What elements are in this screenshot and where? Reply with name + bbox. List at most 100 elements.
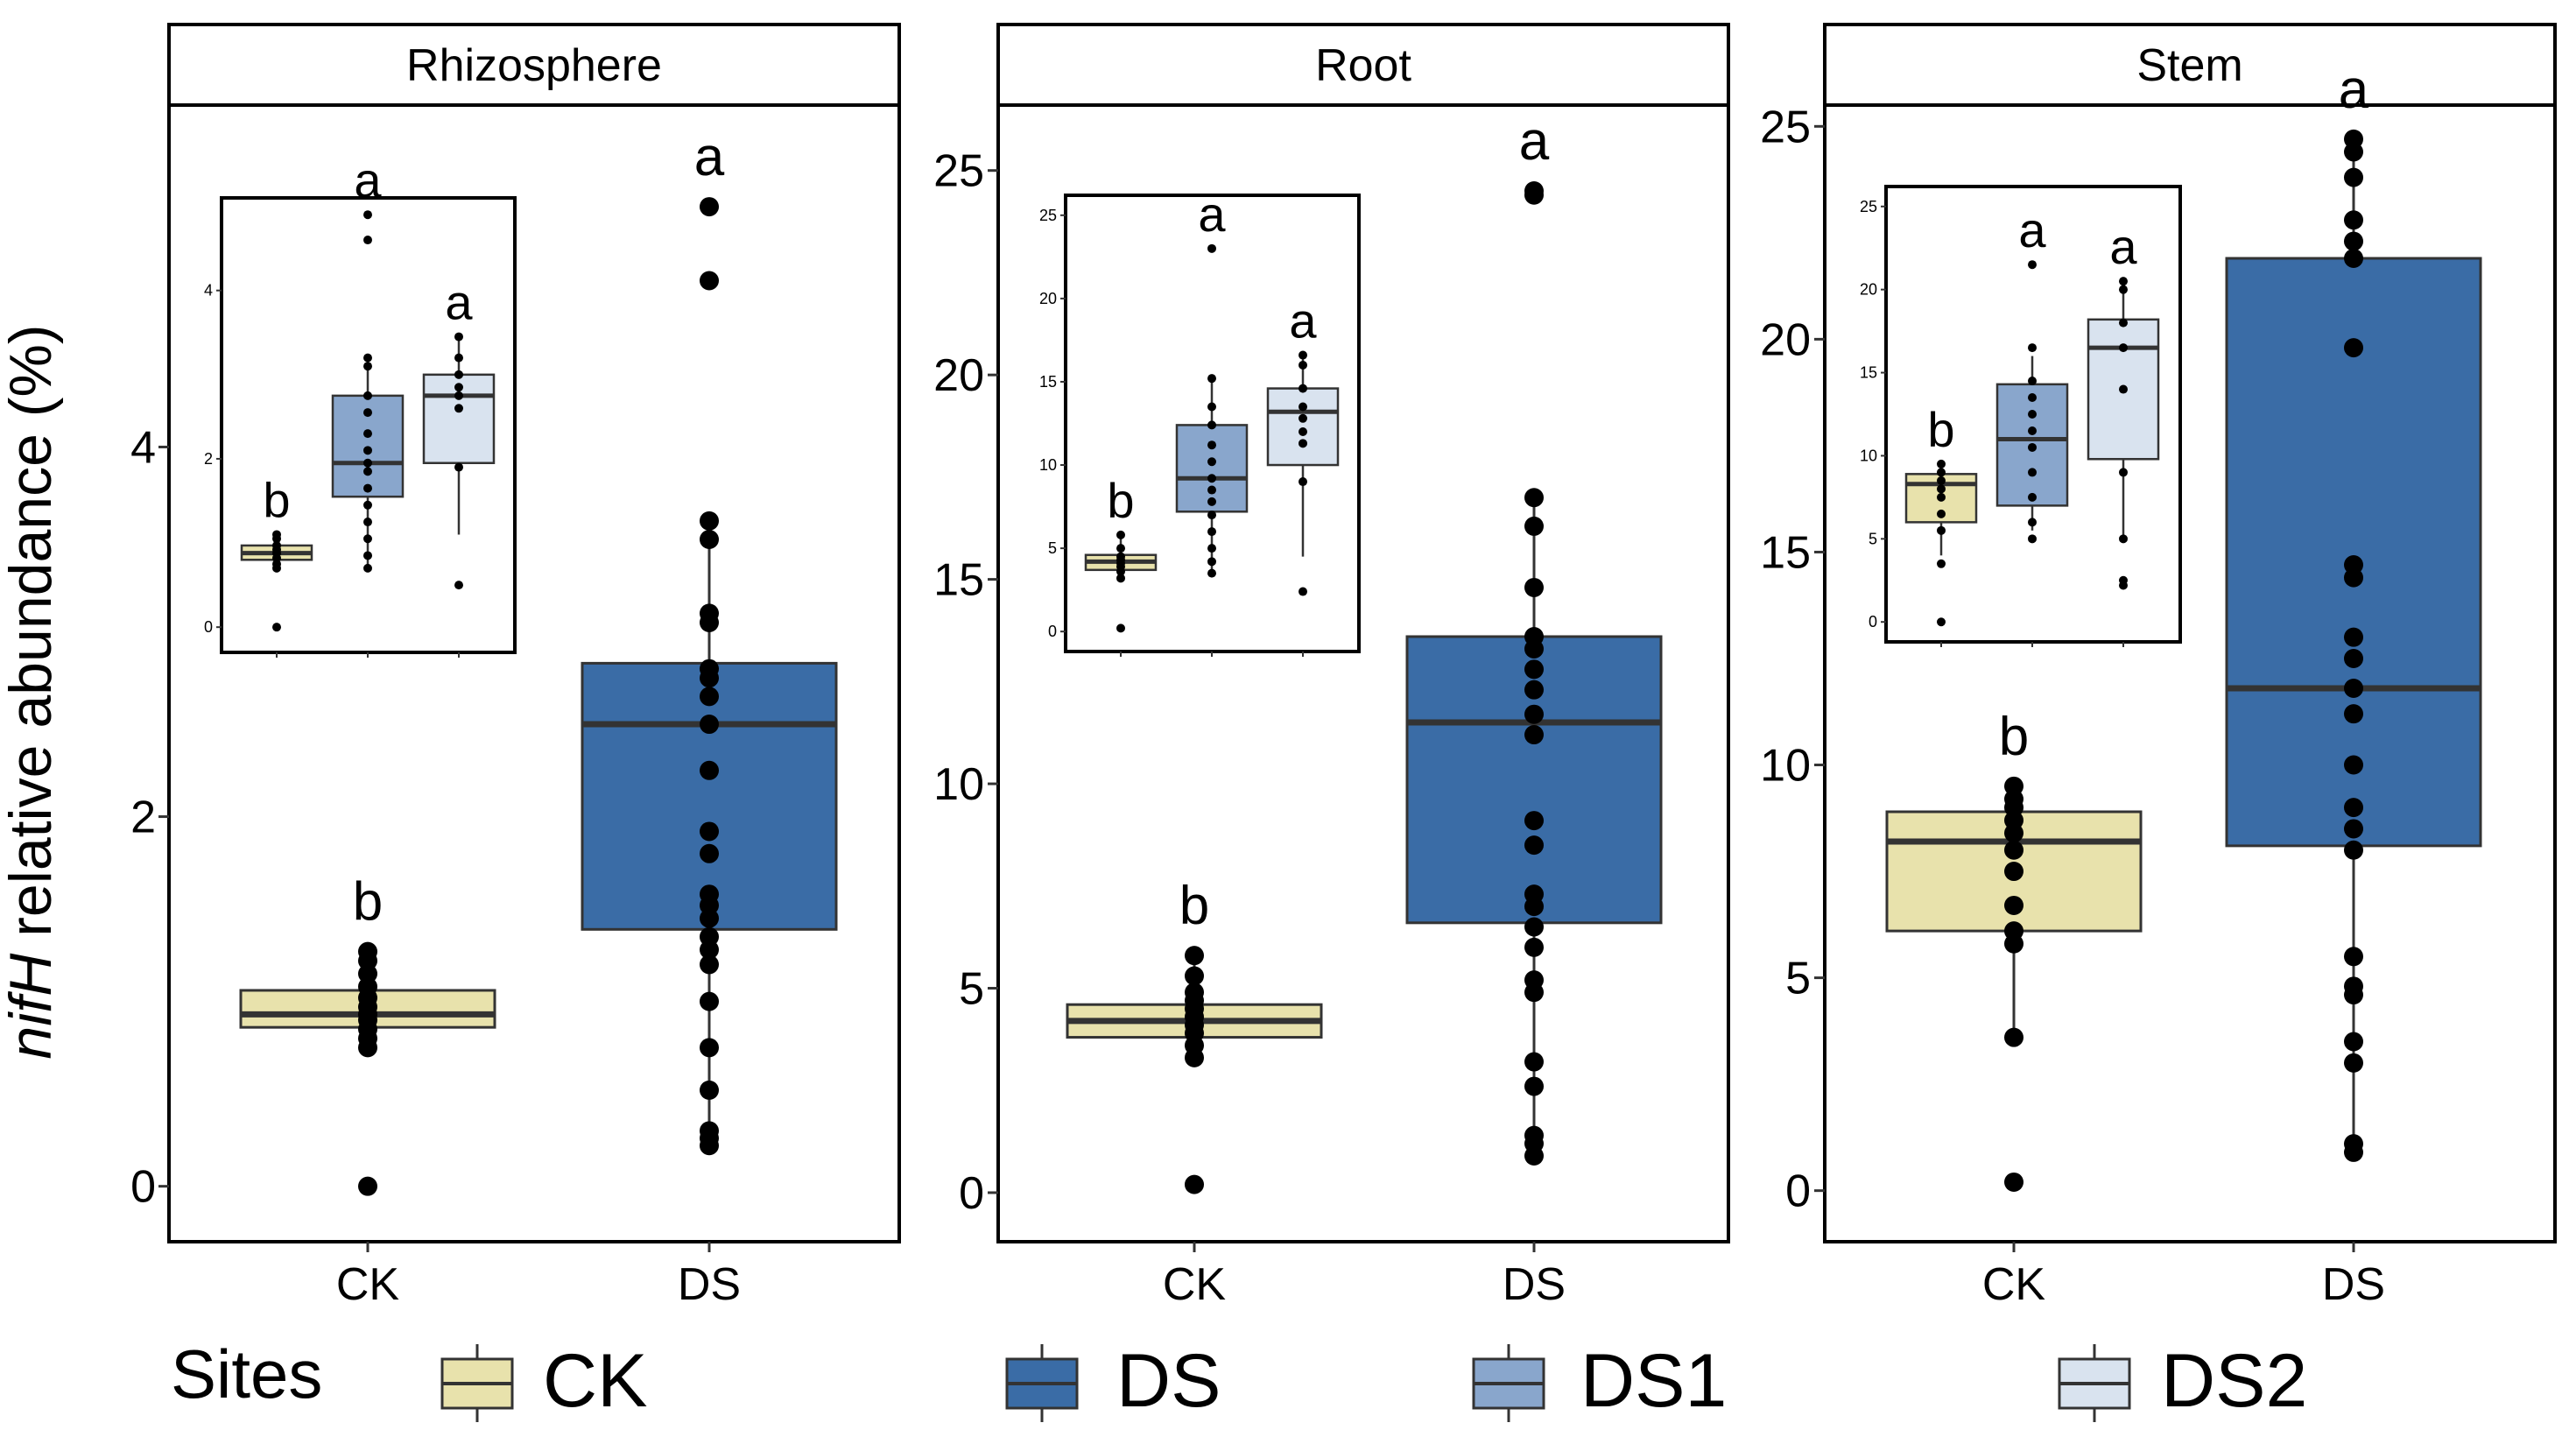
main-point-ds: [1524, 577, 1544, 597]
inset-point-ds1: [1207, 474, 1216, 483]
main-point-ds: [2344, 947, 2363, 967]
inset-point-ds1: [363, 446, 372, 455]
y-tick-label: 0: [959, 1168, 984, 1219]
inset-y-tick-label: 25: [1860, 198, 1877, 215]
inset-letter-ds2: a: [2109, 219, 2137, 274]
main-point-ck: [1185, 966, 1204, 986]
panel-rhizosphere: Rhizosphere 0 2 4 CK DS b a 0 2 4 b a a: [130, 23, 901, 1310]
inset-point-ds1: [363, 483, 372, 493]
inset-letter-ds2: a: [1289, 293, 1317, 349]
inset-point-ds1: [363, 534, 372, 544]
inset-point-ds2: [1299, 350, 1307, 360]
inset-point-ds2: [1299, 360, 1307, 370]
inset-point-ds1: [363, 362, 372, 371]
inset-box-ds1: a: [1175, 187, 1249, 578]
inset-point-ds1: [363, 429, 372, 439]
inset-point-ds1: [363, 391, 372, 400]
main-point-ds: [700, 715, 719, 735]
main-point-ds: [2344, 1134, 2363, 1154]
inset-point-ck: [272, 540, 281, 550]
inset-iqr-ds2: [1266, 387, 1340, 467]
inset-point-ds2: [2119, 277, 2128, 286]
main-point-ds: [2344, 679, 2363, 699]
inset-y-tick-label: 0: [204, 618, 213, 636]
inset-point-ds2: [1299, 439, 1307, 448]
main-point-ds: [1524, 181, 1544, 201]
main-point-ds: [2344, 338, 2363, 358]
main-point-ck: [2004, 840, 2023, 860]
inset-letter-ck: b: [1927, 402, 1954, 457]
main-point-ds: [700, 954, 719, 975]
legend-label: CK: [543, 1339, 647, 1423]
main-point-ds: [2344, 648, 2363, 668]
main-letter-ck: b: [1179, 876, 1209, 936]
main-point-ds: [1524, 917, 1544, 937]
main-point-ds: [2344, 627, 2363, 647]
main-point-ck: [2004, 776, 2023, 796]
main-point-ds: [1524, 680, 1544, 700]
inset-point-ds1: [1207, 457, 1216, 467]
main-point-ds: [2344, 819, 2363, 839]
y-tick-label: 25: [933, 146, 984, 197]
inset-point-ds1: [363, 458, 372, 468]
main-point-ds: [2344, 249, 2363, 269]
inset-y-tick-label: 15: [1860, 364, 1877, 382]
main-point-ds: [2344, 798, 2363, 818]
main-point-ds: [1524, 835, 1544, 856]
main-box-ds: a: [581, 127, 838, 1156]
main-point-ds: [2344, 231, 2363, 251]
inset-point-ck: [1937, 525, 1946, 535]
legend-key-ds: DS: [1005, 1339, 1221, 1423]
main-point-ck: [1185, 1174, 1204, 1194]
y-tick-label: 0: [1785, 1166, 1811, 1217]
facet-title: Rhizosphere: [406, 40, 662, 91]
main-point-ds: [700, 687, 719, 707]
inset-point-ds2: [1299, 427, 1307, 437]
inset-point-ds1: [2028, 442, 2037, 452]
main-point-ds: [2344, 1053, 2363, 1073]
inset-point-ck: [1937, 468, 1946, 477]
inset-point-ds1: [2028, 492, 2037, 502]
inset-box-ds2: a: [1266, 293, 1340, 596]
inset-y-tick-label: 0: [1048, 623, 1057, 640]
inset-point-ds2: [1299, 587, 1307, 596]
inset-point-ds2: [2119, 318, 2128, 328]
inset-point-ck: [272, 530, 281, 539]
facet-title: Stem: [2136, 40, 2242, 91]
inset-point-ds1: [363, 518, 372, 527]
inset-point-ds1: [2028, 426, 2037, 435]
inset-point-ck: [1116, 544, 1125, 553]
main-point-ck: [2004, 862, 2023, 882]
main-point-ds: [2344, 704, 2363, 724]
inset-point-ds1: [1207, 557, 1216, 567]
legend-label: DS2: [2161, 1339, 2307, 1423]
y-tick-label: 15: [933, 555, 984, 606]
inset-box-ck: b: [240, 472, 313, 632]
inset-point-ck: [1116, 574, 1125, 583]
main-point-ck: [2004, 895, 2023, 915]
main-point-ds: [2344, 129, 2363, 149]
main-point-ds: [1524, 811, 1544, 831]
inset-point-ds1: [363, 353, 372, 363]
facet-title: Root: [1315, 40, 1411, 91]
inset-point-ds1: [1207, 568, 1216, 578]
inset-point-ds2: [1299, 384, 1307, 393]
inset-point-ds1: [2028, 377, 2037, 386]
main-point-ds: [700, 821, 719, 842]
legend-label: DS1: [1580, 1339, 1727, 1423]
y-axis-title: nifH relative abundance (%): [0, 324, 64, 1059]
main-box-ck: b: [1885, 707, 2143, 1192]
y-tick-label: 15: [1760, 527, 1811, 578]
inset-letter-ds1: a: [1198, 187, 1226, 242]
y-axis-title-italic: nifH: [0, 953, 64, 1060]
inset-point-ck: [1937, 484, 1946, 494]
main-point-ds: [1524, 516, 1544, 536]
main-box-ds: a: [1405, 111, 1663, 1166]
y-tick-label: 2: [130, 792, 156, 843]
inset-point-ds1: [1207, 485, 1216, 495]
inset-point-ck: [272, 623, 281, 632]
main-iqr-ds: [1405, 635, 1663, 925]
main-point-ds: [700, 659, 719, 679]
inset-point-ds2: [454, 383, 463, 392]
